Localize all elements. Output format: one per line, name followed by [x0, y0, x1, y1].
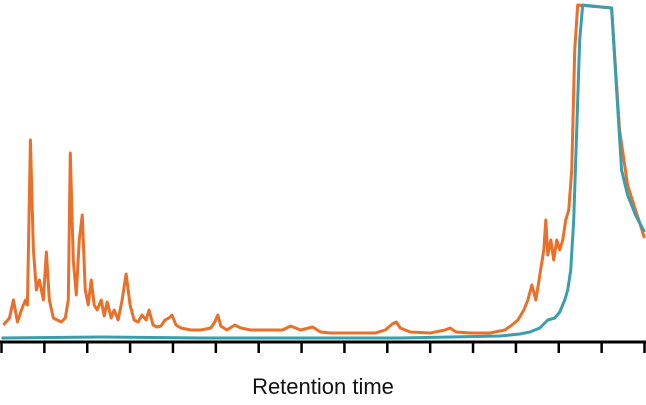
x-axis-label: Retention time	[252, 374, 394, 399]
series-line	[2, 3, 646, 335]
series-line	[1, 3, 646, 340]
